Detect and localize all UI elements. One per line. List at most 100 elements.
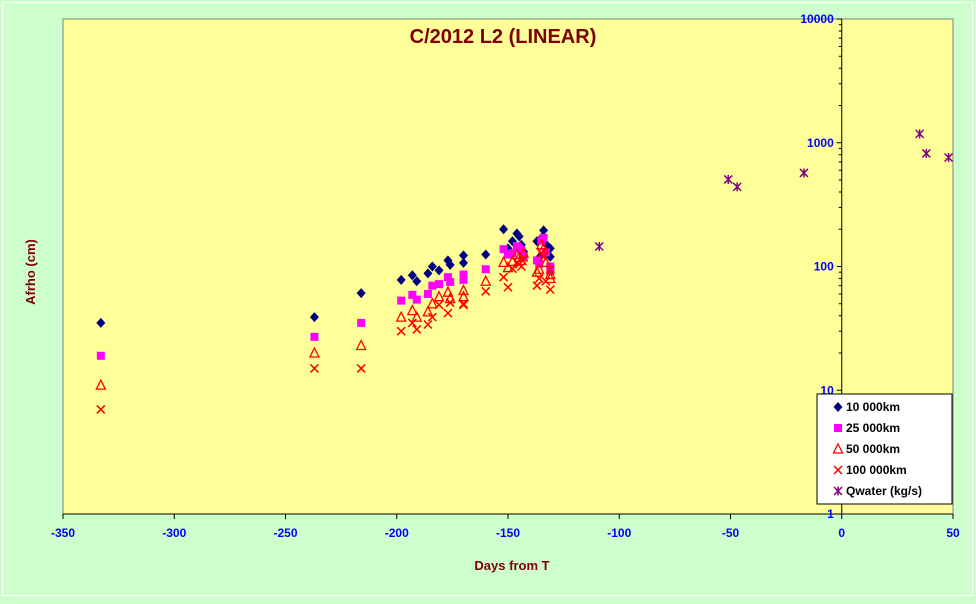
data-point <box>457 290 470 302</box>
data-point <box>480 274 492 286</box>
legend-item: Qwater (kg/s) <box>833 484 922 498</box>
data-point <box>95 378 107 390</box>
series-4-points <box>96 248 555 414</box>
data-point <box>458 299 469 309</box>
data-point <box>532 281 542 291</box>
data-point <box>396 326 406 336</box>
data-point <box>96 351 105 360</box>
legend-marker <box>833 465 843 475</box>
data-point <box>459 257 468 268</box>
data-point <box>412 324 422 334</box>
x-tick-label: -350 <box>51 526 75 540</box>
data-point <box>443 273 452 282</box>
data-point <box>497 255 510 268</box>
data-point <box>428 281 437 290</box>
x-tick-label: -300 <box>162 526 186 540</box>
data-point <box>544 268 556 280</box>
data-point <box>944 152 954 163</box>
data-point <box>539 252 549 262</box>
legend-label: Qwater (kg/s) <box>846 484 922 498</box>
data-point <box>594 242 604 252</box>
data-point <box>499 224 509 235</box>
data-point <box>458 300 469 310</box>
data-point <box>499 272 509 282</box>
data-point <box>481 249 491 260</box>
legend-box <box>816 393 953 505</box>
legend-marker <box>834 424 842 432</box>
data-point <box>96 404 106 414</box>
data-point <box>309 363 319 373</box>
legend-label: 50 000km <box>846 442 900 456</box>
data-point <box>446 277 455 286</box>
data-point <box>423 289 432 298</box>
data-point <box>519 253 529 263</box>
data-point <box>423 319 433 330</box>
legend: 10 000km 25 000km 50 000km 100 000km Qwater … <box>816 393 953 505</box>
data-point <box>534 273 544 284</box>
data-point <box>915 129 925 139</box>
data-point <box>407 318 417 328</box>
axes-layer: -350 -300 -250 -200 -150 -100 -50 0 501101001000… <box>51 12 960 540</box>
legend-marker <box>832 442 844 454</box>
legend-item: 25 000km <box>834 421 900 435</box>
data-point <box>539 233 548 242</box>
data-point <box>507 264 517 274</box>
data-point <box>539 225 549 236</box>
data-point <box>395 310 407 322</box>
x-axis-title: Days from T <box>474 558 549 573</box>
data-point <box>499 245 508 254</box>
data-point <box>541 276 551 286</box>
legend-item: 100 000km <box>833 463 907 477</box>
x-tick-label: -250 <box>273 526 297 540</box>
data-point <box>397 296 406 305</box>
data-point <box>427 312 437 322</box>
y-axis-title: Afrho (cm) <box>23 239 38 305</box>
data-point <box>422 305 434 317</box>
data-point <box>310 332 319 341</box>
data-point <box>407 270 417 281</box>
series-5-points <box>594 129 954 252</box>
data-point <box>445 298 455 308</box>
data-point <box>540 255 552 268</box>
data-point <box>412 276 422 287</box>
data-point <box>423 268 433 279</box>
data-point <box>434 300 444 310</box>
y-tick-label: 100 <box>814 260 834 274</box>
data-point <box>732 182 742 192</box>
data-point <box>427 261 437 272</box>
data-point <box>356 288 366 299</box>
data-point <box>433 290 445 302</box>
x-tick-label: -150 <box>496 526 520 540</box>
data-point <box>481 265 490 274</box>
data-point <box>723 174 733 184</box>
data-point <box>442 285 454 297</box>
data-point <box>503 282 513 292</box>
data-point <box>517 246 526 255</box>
data-point <box>921 148 931 158</box>
x-tick-label: -200 <box>385 526 409 540</box>
data-point <box>516 261 526 272</box>
chart-title: C/2012 L2 (LINEAR) <box>410 26 597 48</box>
data-point <box>545 285 555 295</box>
data-point <box>408 290 417 299</box>
data-point <box>459 275 468 284</box>
legend-label: 25 000km <box>846 421 900 435</box>
legend-label: 10 000km <box>846 400 900 414</box>
data-point <box>356 363 366 373</box>
data-point <box>457 284 470 296</box>
y-tick-label: 10000 <box>800 12 834 26</box>
legend-item: 50 000km <box>832 442 900 456</box>
data-point <box>308 346 320 358</box>
data-point <box>411 310 423 322</box>
data-point <box>538 241 550 254</box>
data-point <box>508 249 517 258</box>
x-tick-label: 0 <box>838 526 845 540</box>
data-point <box>533 262 545 274</box>
data-point <box>412 295 421 304</box>
legend-marker <box>833 486 843 496</box>
data-point <box>426 297 438 309</box>
legend-label: 100 000km <box>846 463 907 477</box>
data-point <box>355 339 367 351</box>
data-point <box>396 274 406 285</box>
